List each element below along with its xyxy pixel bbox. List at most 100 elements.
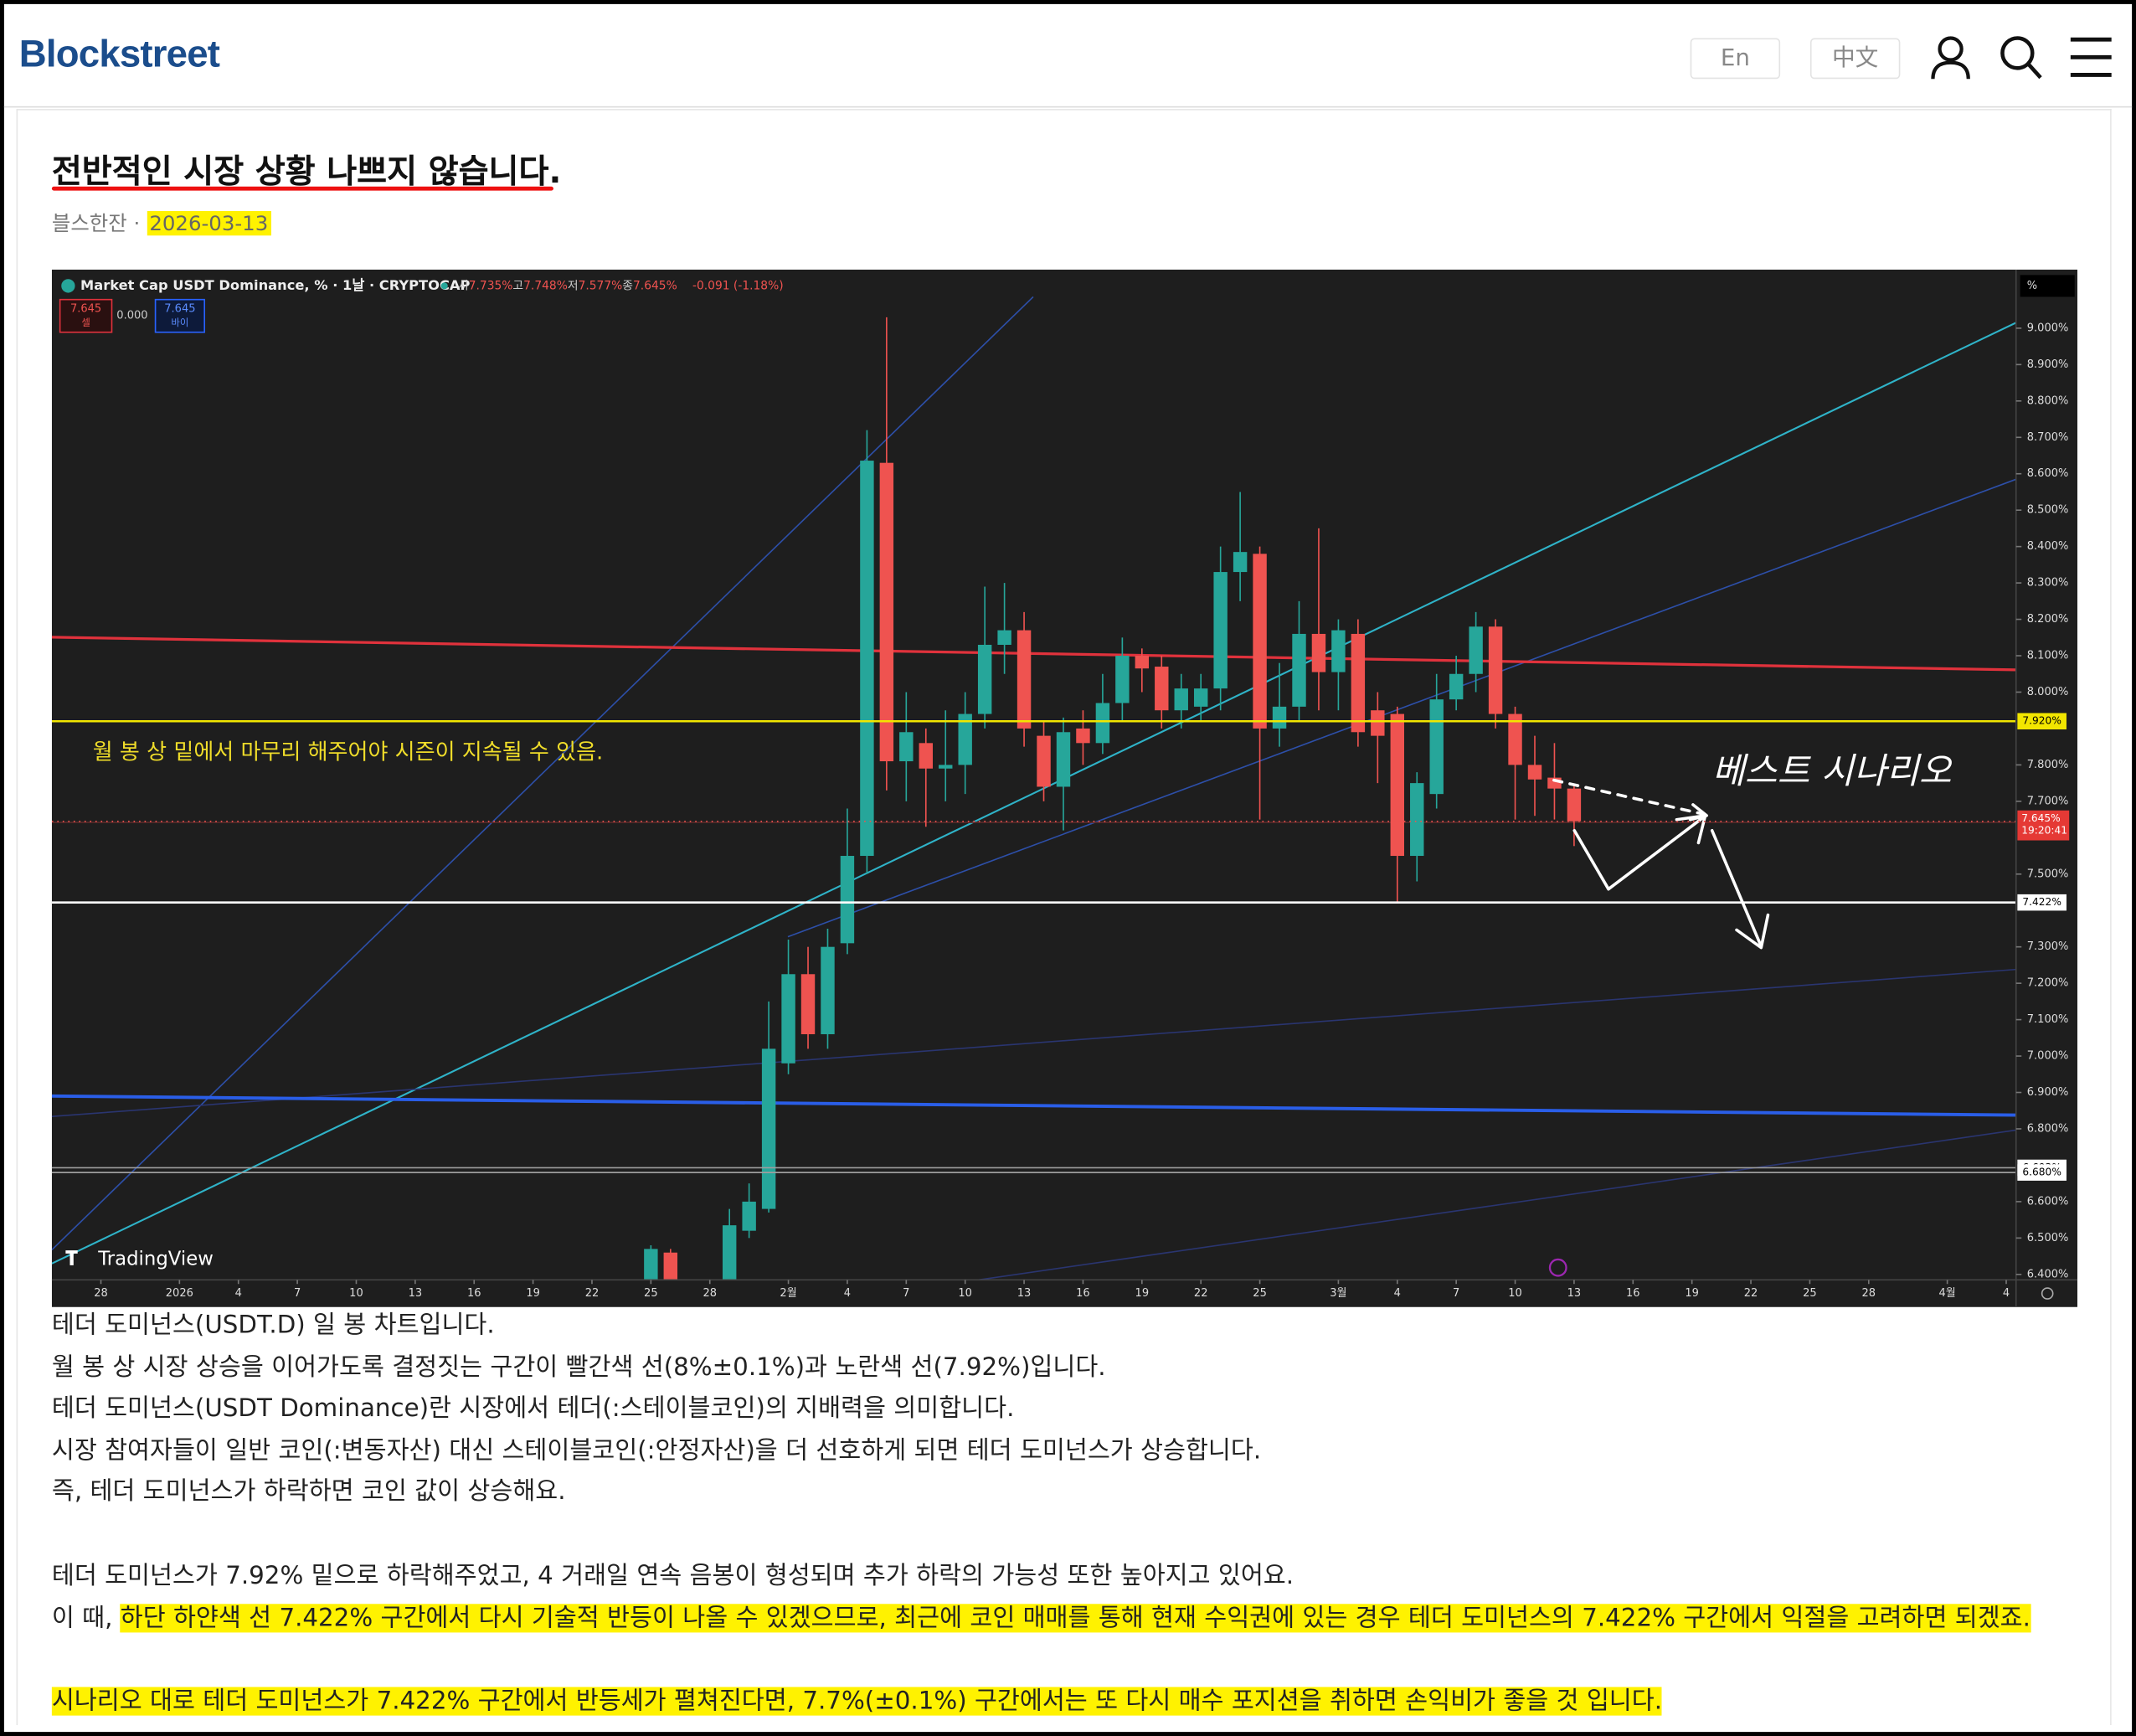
candles xyxy=(644,317,1582,1280)
level-annotation: 월 봉 상 밑에서 마무리 해주어야 시즌이 지속될 수 있음. xyxy=(93,740,604,765)
body-line: 테더 도미넌스(USDT Dominance)란 시장에서 테더(:스테이블코인… xyxy=(52,1393,1015,1425)
body-line: 이 때, 하단 하얀색 선 7.422% 구간에서 다시 기술적 반등이 나올 … xyxy=(52,1603,2030,1636)
lang-zh-button[interactable]: 中文 xyxy=(1809,38,1901,80)
candle-body xyxy=(1272,706,1287,729)
x-tick-label: 22 xyxy=(1744,1287,1758,1300)
x-tick-label: 2026 xyxy=(166,1287,193,1300)
countdown: 19:20:41 xyxy=(2021,825,2067,837)
author[interactable]: 블스한잔 xyxy=(51,211,127,236)
x-tick-label: 3월 xyxy=(1330,1287,1346,1300)
candle-body xyxy=(1292,633,1306,707)
buy-button[interactable] xyxy=(154,298,206,333)
lang-en-button[interactable]: En xyxy=(1690,38,1781,80)
x-tick-label: 22 xyxy=(1194,1287,1208,1300)
ohlc-readout: 시7.735%고7.748%저7.577%종7.645% xyxy=(458,279,677,292)
body-line: 즉, 테더 도미넌스가 하락하면 코인 값이 상승해요. xyxy=(52,1476,566,1508)
x-tick-label: 22 xyxy=(585,1287,600,1300)
y-tick-label: 7.100% xyxy=(2027,1013,2069,1026)
event-marker[interactable] xyxy=(1548,1258,1567,1277)
logo[interactable]: Blockstreet xyxy=(18,33,220,75)
x-tick-label: 19 xyxy=(526,1287,540,1300)
scenario-drawing xyxy=(1552,778,1770,950)
x-tick-label: 13 xyxy=(1017,1287,1032,1300)
spread: 0.000 xyxy=(116,310,147,322)
candle-body xyxy=(879,462,894,762)
y-tick-label: 8.500% xyxy=(2027,504,2069,517)
x-tick-label: 2월 xyxy=(780,1287,796,1300)
candle-body xyxy=(1449,673,1464,700)
buy-label: 바이 xyxy=(171,317,188,328)
y-tick-label: 8.200% xyxy=(2027,613,2069,626)
candle-body xyxy=(840,856,855,944)
axis-unit: % xyxy=(2027,280,2037,292)
y-tick-label: 9.000% xyxy=(2027,322,2069,334)
x-tick-label: 13 xyxy=(409,1287,423,1300)
candle-body xyxy=(761,1048,776,1209)
settings-icon[interactable] xyxy=(2041,1287,2054,1300)
candle-body xyxy=(1155,667,1169,711)
candle-body xyxy=(1233,552,1248,573)
x-tick-label: 4 xyxy=(2003,1287,2010,1300)
menu-icon[interactable] xyxy=(2070,37,2112,77)
candle-body xyxy=(1331,630,1346,672)
candle-body xyxy=(1351,633,1366,733)
last-price-label: 7.645% xyxy=(2021,812,2061,824)
highlighted-text: 하단 하얀색 선 7.422% 구간에서 다시 기술적 반등이 나올 수 있겠으… xyxy=(120,1604,2030,1633)
title-underline xyxy=(51,186,553,191)
sell-price: 7.645 xyxy=(70,303,101,316)
candle-body xyxy=(1193,688,1208,707)
x-tick-label: 7 xyxy=(903,1287,909,1300)
x-tick-label: 16 xyxy=(467,1287,481,1300)
candle-body xyxy=(1527,765,1542,780)
text: 테더 도미넌스(USDT Dominance)란 시장에서 테더(:스테이블코인… xyxy=(51,1393,1015,1424)
candle-body xyxy=(821,946,835,1034)
x-tick-label: 7 xyxy=(1453,1287,1459,1300)
y-tick-label: 7.000% xyxy=(2027,1050,2069,1063)
search-icon[interactable] xyxy=(2000,36,2042,80)
text: 테더 도미넌스(USDT.D) 일 봉 차트입니다. xyxy=(51,1311,495,1340)
y-tick-label: 7.800% xyxy=(2027,759,2069,771)
candle-body xyxy=(1017,630,1032,729)
y-tick-label: 6.500% xyxy=(2027,1232,2069,1244)
candle-body xyxy=(939,765,953,769)
candle-body xyxy=(722,1225,737,1280)
text: 월 봉 상 시장 상승을 이어가도록 결정짓는 구간이 빨간색 선(8%±0.1… xyxy=(51,1353,1106,1383)
header-divider xyxy=(3,106,2133,108)
ohlc-part: 7.735% xyxy=(469,279,513,292)
y-tick-label: 7.200% xyxy=(2027,977,2069,990)
post-meta: 블스한잔 · 2026-03-13 xyxy=(52,209,271,237)
header-icons xyxy=(1931,36,2112,80)
candle-body xyxy=(1371,710,1385,736)
y-tick-label: 6.600% xyxy=(2027,1195,2069,1208)
x-tick-label: 4월 xyxy=(1939,1287,1956,1300)
text: 시장 참여자들이 일반 코인(:변동자산) 대신 스테이블코인(:안정자산)을 … xyxy=(51,1436,1262,1466)
x-tick-label: 28 xyxy=(1862,1287,1876,1300)
candle-body xyxy=(800,974,816,1034)
candle-body xyxy=(958,713,972,765)
symbol-icon xyxy=(61,279,75,293)
candle-body xyxy=(742,1201,756,1231)
ohlc-part: 시 xyxy=(458,279,469,292)
y-tick-label: 8.100% xyxy=(2027,650,2069,662)
x-tick-label: 19 xyxy=(1685,1287,1699,1300)
candle-body xyxy=(1174,688,1188,711)
candle-body xyxy=(644,1249,658,1280)
candle-body xyxy=(997,630,1011,645)
x-tick-label: 28 xyxy=(94,1287,108,1300)
post-date: 2026-03-13 xyxy=(147,211,271,236)
text: 테더 도미넌스가 7.92% 밑으로 하락해주었고, 4 거래일 연속 음봉이 … xyxy=(51,1561,1294,1591)
ohlc-part: 고 xyxy=(512,279,523,292)
candle-body xyxy=(919,743,933,769)
ohlc-part: 7.748% xyxy=(523,279,568,292)
candle-body xyxy=(1135,656,1150,669)
y-tick-label: 8.800% xyxy=(2027,394,2069,407)
x-tick-label: 28 xyxy=(703,1287,717,1300)
user-icon[interactable] xyxy=(1931,36,1970,80)
watermark: 𝐓 TradingView xyxy=(65,1248,214,1270)
sell-button[interactable] xyxy=(59,298,113,333)
level-label: 7.920% xyxy=(2022,715,2061,727)
y-tick-label: 6.800% xyxy=(2027,1122,2069,1135)
